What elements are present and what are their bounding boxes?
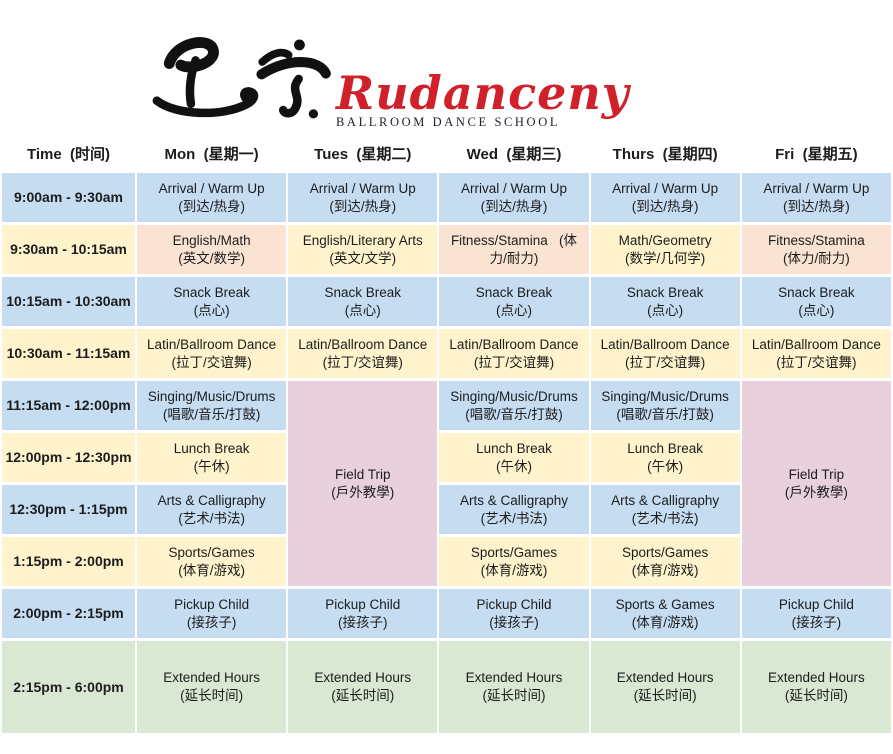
activity-cell-fri: Pickup Child (接孩子) [741,589,891,638]
schedule-row-6: 12:00pm - 12:30pm Lunch Break (午休) Lunch Br… [2,433,891,482]
activity-cell-wed: Fitness/Stamina (体 力/耐力) [439,225,589,274]
activity-cell-thurs: Sports/Games (体育/游戏) [590,537,740,586]
schedule-row-1: 9:00am - 9:30am Arrival / Warm Up (到达/热身) A… [2,173,891,222]
activity-cell-mon: Arts & Calligraphy (艺术/书法) [137,485,287,534]
activity-cell-thurs: Snack Break (点心) [590,277,740,326]
time-cell: 11:15am - 12:00pm [2,381,135,430]
activity-cell-mon: Sports/Games (体育/游戏) [137,537,287,586]
time-cell: 9:30am - 10:15am [2,225,135,274]
schedule-row-3: 10:15am - 10:30am Snack Break (点心) Snack Br… [2,277,891,326]
activity-cell-tues: Snack Break (点心) [288,277,438,326]
activity-cell-thurs: Extended Hours (延长时间) [590,641,740,733]
time-cell: 2:15pm - 6:00pm [2,641,135,733]
activity-cell-thurs: Singing/Music/Drums (唱歌/音乐/打鼓) [590,381,740,430]
activity-cell-wed: Sports/Games (体育/游戏) [439,537,589,586]
schedule-row-2: 9:30am - 10:15am English/Math (英文/数学) Engli… [2,225,891,274]
schedule-row-5: 11:15am - 12:00pm Singing/Music/Drums (唱歌/… [2,381,891,586]
time-cell: 1:15pm - 2:00pm [2,537,135,586]
column-header-fri: Fri (星期五) [741,141,891,170]
activity-cell-tues: Pickup Child (接孩子) [288,589,438,638]
activity-cell-fri: Arrival / Warm Up (到达/热身) [741,173,891,222]
activity-cell-fri: Fitness/Stamina (体力/耐力) [741,225,891,274]
activity-cell-mon: Pickup Child (接孩子) [137,589,287,638]
activity-cell-thurs: Arrival / Warm Up (到达/热身) [590,173,740,222]
activity-cell-wed: Pickup Child (接孩子) [439,589,589,638]
schedule-row-8: 1:15pm - 2:00pm Sports/Games (体育/游戏) Sports… [2,537,891,586]
activity-cell-fri: Snack Break (点心) [741,277,891,326]
activity-cell-mon: Extended Hours (延长时间) [137,641,287,733]
time-cell: 12:00pm - 12:30pm [2,433,135,482]
time-cell: 9:00am - 9:30am [2,173,135,222]
brand-subtitle: BALLROOM DANCE SCHOOL [336,115,561,129]
column-header-wed: Wed (星期三) [439,141,589,170]
activity-cell-tues: Latin/Ballroom Dance (拉丁/交谊舞) [288,329,438,378]
activity-cell-wed: Extended Hours (延长时间) [439,641,589,733]
activity-cell-thurs: Lunch Break (午休) [590,433,740,482]
logo-text-block: Rudanceny BALLROOM DANCE SCHOOL [336,65,630,132]
activity-cell-mon: Arrival / Warm Up (到达/热身) [137,173,287,222]
activity-cell-wed: Singing/Music/Drums (唱歌/音乐/打鼓) [439,381,589,430]
schedule-row-9: 2:00pm - 2:15pm Pickup Child (接孩子) Pickup C… [2,589,891,638]
schedule-row-4: 10:30am - 11:15am Latin/Ballroom Dance (拉丁… [2,329,891,378]
weekly-schedule-table: Time (时间) Mon (星期一) Tues (星期二) Wed (星期三) Thu… [0,138,893,736]
activity-cell-mon: Lunch Break (午休) [137,433,287,482]
activity-cell-wed: Lunch Break (午休) [439,433,589,482]
activity-cell-thurs: Math/Geometry (数学/几何学) [590,225,740,274]
activity-cell-fri: Latin/Ballroom Dance (拉丁/交谊舞) [741,329,891,378]
time-cell: 10:15am - 10:30am [2,277,135,326]
schedule-row-10: 2:15pm - 6:00pm Extended Hours (延长时间) Exten… [2,641,891,733]
activity-cell-fri: Extended Hours (延长时间) [741,641,891,733]
activity-cell-thurs: Sports & Games (体育/游戏) [590,589,740,638]
time-cell: 12:30pm - 1:15pm [2,485,135,534]
schedule-header-row: Time (时间) Mon (星期一) Tues (星期二) Wed (星期三) Thu… [2,141,891,170]
activity-cell-tues: Extended Hours (延长时间) [288,641,438,733]
activity-cell-fri: Field Trip (戶外教學) [741,381,891,586]
activity-cell-wed: Arrival / Warm Up (到达/热身) [439,173,589,222]
time-cell: 2:00pm - 2:15pm [2,589,135,638]
activity-cell-tues: English/Literary Arts (英文/文学) [288,225,438,274]
column-header-thurs: Thurs (星期四) [590,141,740,170]
brand-name: Rudanceny [336,65,630,120]
activity-cell-mon: English/Math (英文/数学) [137,225,287,274]
activity-cell-wed: Snack Break (点心) [439,277,589,326]
column-header-mon: Mon (星期一) [137,141,287,170]
activity-cell-tues: Field Trip (戶外教學) [288,381,438,586]
school-logo: Rudanceny BALLROOM DANCE SCHOOL [146,14,893,132]
column-header-tues: Tues (星期二) [288,141,438,170]
time-cell: 10:30am - 11:15am [2,329,135,378]
activity-cell-mon: Latin/Ballroom Dance (拉丁/交谊舞) [137,329,287,378]
dancers-calligraphy-icon [152,37,331,119]
schedule-row-7: 12:30pm - 1:15pm Arts & Calligraphy (艺术/书法… [2,485,891,534]
activity-cell-thurs: Latin/Ballroom Dance (拉丁/交谊舞) [590,329,740,378]
activity-cell-mon: Snack Break (点心) [137,277,287,326]
activity-cell-wed: Arts & Calligraphy (艺术/书法) [439,485,589,534]
activity-cell-thurs: Arts & Calligraphy (艺术/书法) [590,485,740,534]
activity-cell-wed: Latin/Ballroom Dance (拉丁/交谊舞) [439,329,589,378]
column-header-time: Time (时间) [2,141,135,170]
activity-cell-tues: Arrival / Warm Up (到达/热身) [288,173,438,222]
activity-cell-mon: Singing/Music/Drums (唱歌/音乐/打鼓) [137,381,287,430]
